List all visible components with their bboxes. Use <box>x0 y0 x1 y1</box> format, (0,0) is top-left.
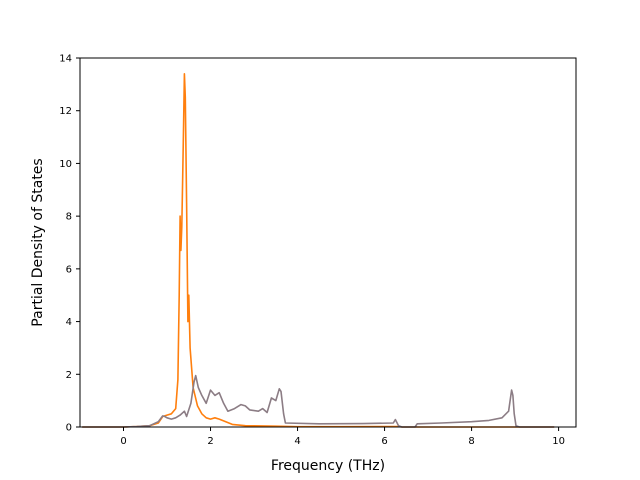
x-tick-label: 6 <box>381 436 387 447</box>
x-tick-label: 10 <box>552 436 565 447</box>
y-tick-label: 4 <box>66 317 72 328</box>
plot-frame <box>79 57 577 428</box>
series-line-2 <box>82 374 555 428</box>
x-tick-label: 8 <box>468 436 474 447</box>
x-tick-label: 4 <box>294 436 300 447</box>
x-axis-ticks: 0 2 4 6 8 10 <box>120 427 565 447</box>
y-tick-label: 0 <box>66 423 72 434</box>
y-tick-label: 10 <box>59 159 72 170</box>
series-line-1 <box>82 73 555 428</box>
y-tick-label: 8 <box>66 212 72 223</box>
x-tick-label: 2 <box>207 436 213 447</box>
plot-lines <box>82 73 555 428</box>
y-tick-label: 2 <box>66 370 72 381</box>
y-axis-ticks: 0 2 4 6 8 10 12 14 <box>59 54 80 434</box>
y-tick-label: 14 <box>59 54 72 65</box>
x-axis-label: Frequency (THz) <box>271 458 385 474</box>
y-tick-label: 6 <box>66 264 72 275</box>
x-tick-label: 0 <box>120 436 126 447</box>
y-axis-label: Partial Density of States <box>30 158 46 326</box>
y-tick-label: 12 <box>59 106 72 117</box>
